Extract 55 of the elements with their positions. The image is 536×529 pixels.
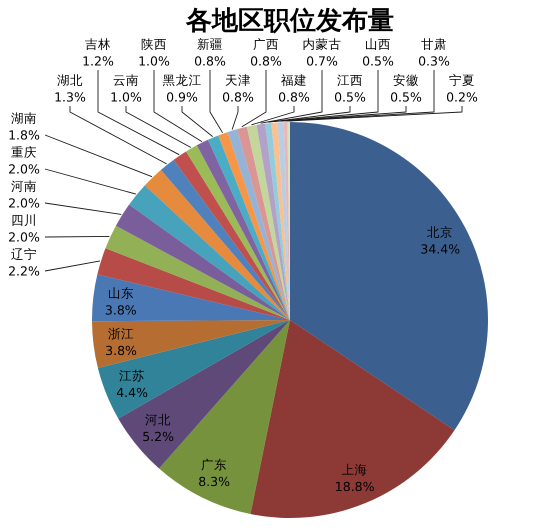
data-label: 0.8% (250, 54, 282, 68)
data-label: 8.3% (198, 474, 230, 489)
slice-label: 北京 (427, 224, 454, 240)
slice-label: 天津 (225, 72, 251, 88)
slice-label: 黑龙江 (162, 72, 202, 88)
data-label: 1.2% (82, 54, 114, 68)
data-label: 1.0% (110, 90, 142, 104)
slice-label: 河北 (145, 412, 172, 428)
slice-label: 江西 (337, 72, 363, 88)
data-label: 2.0% (8, 196, 40, 210)
data-label: 0.8% (278, 90, 310, 104)
data-label: 3.8% (104, 302, 137, 318)
data-label: 0.8% (194, 54, 226, 68)
slice-label: 安徽 (393, 72, 419, 88)
slice-label: 湖南 (11, 110, 37, 126)
data-label: 1.3% (54, 90, 86, 104)
data-label: 2.0% (8, 162, 40, 176)
slice-label: 浙江 (108, 326, 134, 341)
slice-label: 陕西 (141, 36, 167, 52)
data-label: 0.8% (222, 90, 254, 104)
data-label: 0.3% (418, 54, 450, 68)
data-label: 0.5% (362, 54, 394, 68)
data-label: 18.8% (334, 479, 375, 494)
data-label: 2.0% (8, 230, 40, 244)
slice-label: 山东 (108, 285, 134, 300)
chart-title: 各地区职位发布量 (185, 6, 394, 36)
slice-label: 甘肃 (421, 36, 447, 52)
data-label: 0.5% (390, 90, 422, 104)
slice-label: 内蒙古 (302, 36, 342, 52)
slice-label: 新疆 (197, 36, 223, 52)
slice-label: 宁夏 (449, 72, 475, 88)
slice-label: 广东 (201, 456, 228, 472)
slice-label: 重庆 (11, 144, 37, 160)
data-label: 4.4% (116, 385, 148, 400)
slice-label: 河南 (11, 178, 37, 194)
slice-label: 福建 (281, 72, 307, 88)
slice-label: 上海 (342, 462, 368, 478)
data-label: 34.4% (420, 241, 460, 256)
data-label: 3.8% (105, 342, 138, 358)
slice-label: 四川 (11, 212, 37, 228)
data-label: 5.2% (142, 429, 174, 444)
slice-label: 辽宁 (11, 246, 37, 262)
data-label: 1.0% (138, 54, 170, 68)
slice-label: 广西 (253, 36, 279, 52)
slice-label: 吉林 (85, 36, 111, 52)
data-label: 1.8% (8, 128, 40, 142)
data-label: 2.2% (8, 264, 40, 278)
slice-label: 山西 (365, 36, 391, 52)
slice-label: 湖北 (57, 72, 83, 88)
slice-label: 云南 (113, 72, 139, 88)
data-label: 0.7% (306, 54, 338, 68)
data-label: 0.9% (166, 90, 198, 104)
slice-label: 江苏 (119, 368, 146, 384)
data-label: 0.5% (334, 90, 366, 104)
data-label: 0.2% (446, 90, 478, 104)
